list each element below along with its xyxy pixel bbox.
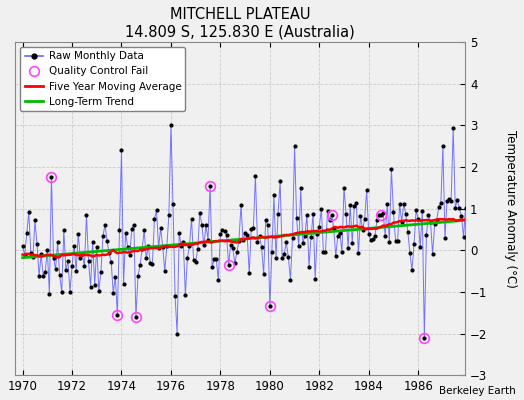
Y-axis label: Temperature Anomaly (°C): Temperature Anomaly (°C) <box>504 130 517 288</box>
Legend: Raw Monthly Data, Quality Control Fail, Five Year Moving Average, Long-Term Tren: Raw Monthly Data, Quality Control Fail, … <box>20 47 185 111</box>
Text: Berkeley Earth: Berkeley Earth <box>440 386 516 396</box>
Title: MITCHELL PLATEAU
14.809 S, 125.830 E (Australia): MITCHELL PLATEAU 14.809 S, 125.830 E (Au… <box>125 7 355 39</box>
